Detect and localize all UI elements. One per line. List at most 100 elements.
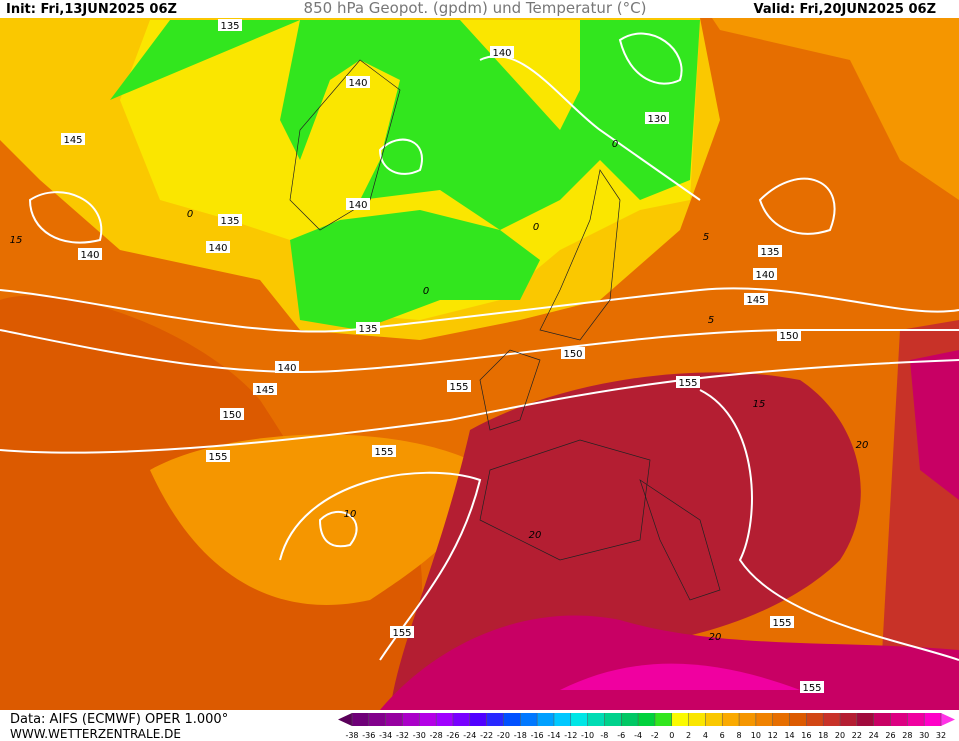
header-bar [0, 0, 959, 18]
geopotential-label: 155 [374, 447, 393, 458]
geopotential-label: 150 [222, 410, 241, 421]
geopotential-label: 140 [492, 48, 511, 59]
label-box [356, 322, 380, 334]
geopotential-label: 155 [772, 618, 791, 629]
temperature-label: 5 [703, 232, 709, 243]
map-field [0, 0, 959, 710]
label-box [206, 241, 230, 253]
temperature-label: 20 [856, 440, 869, 451]
temperature-label: 20 [529, 530, 542, 541]
colorbar-cell [385, 713, 403, 726]
label-box [645, 112, 669, 124]
label-box [206, 450, 230, 462]
colorbar-tick-label: -26 [446, 731, 459, 740]
colorbar: -38 -36 -34 -32 -30 -28 -26 -24 -22 -20 -18 -16 -14-… [338, 713, 955, 740]
label-box [218, 19, 242, 31]
colorbar-cell [772, 713, 790, 726]
colorbar-cell [402, 713, 420, 726]
colorbar-tick-label: -34 [379, 731, 392, 740]
label-box [346, 198, 370, 210]
label-box [275, 361, 299, 373]
valid-time: Valid: Fri,20JUN2025 06Z [753, 2, 936, 17]
colorbar-tick-label: 10 [751, 731, 761, 740]
geopotential-label: 155 [208, 452, 227, 463]
geopotential-label: 140 [80, 250, 99, 261]
colorbar-tick-label: -2 [651, 731, 659, 740]
colorbar-cell [739, 713, 756, 726]
temperature-labels: 0 0 0 0 5 5 15 15 20 10 20 20 [10, 139, 869, 643]
colorbar-tick-label: 8 [737, 731, 742, 740]
colorbar-tick-label: 4 [703, 731, 708, 740]
colorbar-cell [924, 713, 941, 726]
site: WWW.WETTERZENTRALE.DE [10, 727, 181, 741]
colorbar-cell [469, 713, 487, 726]
temperature-label: 5 [708, 315, 714, 326]
colorbar-tick-label: 30 [919, 731, 929, 740]
temperature-label: 15 [753, 399, 766, 410]
colorbar-cell [705, 713, 723, 726]
label-box [220, 408, 244, 420]
colorbar-cell [671, 713, 689, 726]
colorbar-cell [907, 713, 925, 726]
data-source: Data: AIFS (ECMWF) OPER 1.000° [10, 712, 228, 727]
geopotential-label: 140 [208, 243, 227, 254]
colorbar-cell [755, 713, 773, 726]
colorbar-tick-label: 16 [801, 731, 811, 740]
colorbar-arrow [941, 713, 955, 726]
colorbar-cell [890, 713, 908, 726]
colorbar-cell [352, 713, 369, 726]
colorbar-tick-label: -36 [362, 731, 375, 740]
colorbar-tick-label: 12 [768, 731, 778, 740]
label-box [218, 214, 242, 226]
label-box [490, 46, 514, 58]
colorbar-tick-label: 32 [936, 731, 946, 740]
colorbar-tick-label: 26 [885, 731, 895, 740]
label-box [253, 383, 277, 395]
colorbar-cell [368, 713, 386, 726]
colorbar-cell [638, 713, 655, 726]
colorbar-cell [604, 713, 622, 726]
label-box [744, 293, 768, 305]
colorbar-cell [587, 713, 605, 726]
temperature-label: 0 [612, 139, 618, 150]
colorbar-tick-label: -10 [581, 731, 594, 740]
colorbar-tick-label: 18 [818, 731, 828, 740]
temperature-label: 0 [187, 209, 193, 220]
label-box [777, 329, 801, 341]
colorbar-cell [419, 713, 437, 726]
colorbar-tick-label: 24 [869, 731, 879, 740]
colorbar-cell [806, 713, 824, 726]
label-box [753, 268, 777, 280]
colorbar-tick-label: -28 [430, 731, 443, 740]
colorbar-tick-label: 2 [686, 731, 691, 740]
temperature-label: 10 [344, 509, 357, 520]
colorbar-cell [537, 713, 554, 726]
label-box [676, 376, 700, 388]
colorbar-cell [520, 713, 538, 726]
colorbar-cell [722, 713, 740, 726]
colorbar-tick-label: -30 [413, 731, 426, 740]
temperature-label: 0 [533, 222, 539, 233]
colorbar-cell [654, 713, 672, 726]
map-title: 850 hPa Geopot. (gpdm) und Temperatur (°… [304, 0, 647, 17]
geopotential-label: 135 [358, 324, 377, 335]
geopotential-label: 150 [563, 349, 582, 360]
colorbar-tick-label: -4 [634, 731, 642, 740]
colorbar-arrow [338, 713, 352, 726]
colorbar-tick-label: 20 [835, 731, 845, 740]
geopotential-label: 150 [779, 331, 798, 342]
colorbar-tick-label: -16 [531, 731, 544, 740]
temperature-label: 0 [423, 286, 429, 297]
colorbar-tick-label: -6 [617, 731, 625, 740]
colorbar-cell [840, 713, 857, 726]
geopotential-label: 155 [678, 378, 697, 389]
colorbar-cell [823, 713, 841, 726]
geopotential-contours [0, 32, 959, 661]
geopotential-label: 145 [63, 135, 82, 146]
colorbar-cell [553, 713, 571, 726]
label-box [770, 616, 794, 628]
label-box [78, 248, 102, 260]
colorbar-tick-label: 14 [784, 731, 794, 740]
colorbar-tick-label: -12 [564, 731, 577, 740]
